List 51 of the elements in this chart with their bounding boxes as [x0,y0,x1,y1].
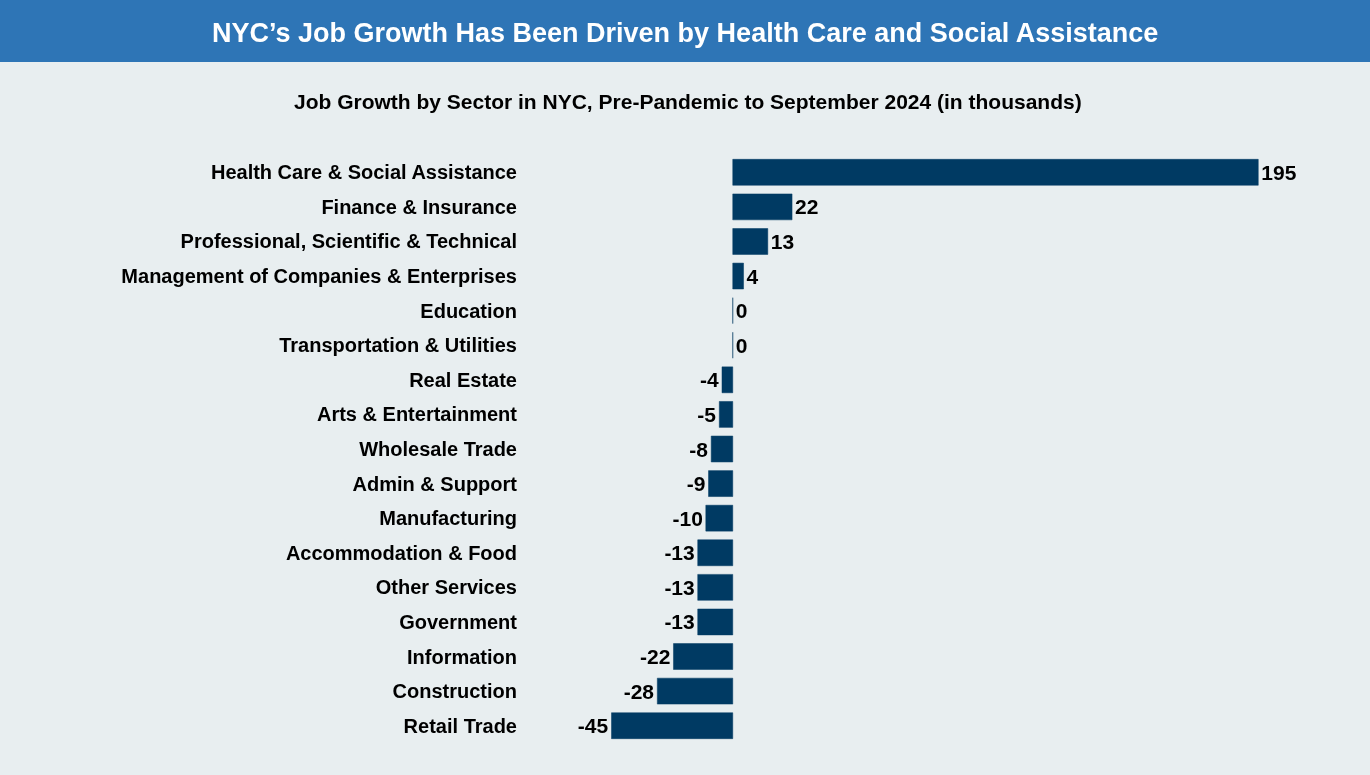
bar [721,366,734,394]
bar [705,504,734,532]
y-tick-label: Government [399,610,518,633]
y-tick-label: Accommodation & Food [285,541,517,564]
y-tick-label: Transportation & Utilities [279,334,517,357]
bar [611,712,734,739]
y-tick-label: Information [407,645,517,668]
data-label: 0 [735,333,748,357]
y-tick-label: Wholesale Trade [359,438,517,460]
bar [657,677,734,705]
data-label: -13 [664,575,695,599]
y-tick-label: Retail Trade [403,714,517,737]
bar [732,262,744,290]
data-label: -10 [672,506,703,530]
y-tick-label: Real Estate [409,368,517,391]
y-tick-label: Admin & Support [352,472,518,495]
y-tick-label: Health Care & Social Assistance [210,161,517,184]
data-label: 0 [735,299,748,323]
bar [719,401,734,428]
data-label: 195 [1261,160,1297,184]
data-label: -8 [689,437,709,461]
y-tick-label: Other Services [375,576,517,599]
bar [732,159,1259,186]
data-label: -5 [697,402,717,426]
data-label: 4 [746,264,759,288]
data-label: -22 [640,645,671,669]
y-tick-label: Professional, Scientific & Technical [180,230,517,253]
chart-subtitle: Job Growth by Sector in NYC, Pre-Pandemic to September 2024 (in thousands) [294,90,1082,113]
data-label: -45 [577,714,609,738]
bar [732,228,769,255]
y-tick-label: Arts & Entertainment [316,403,518,426]
data-label: 22 [795,195,819,219]
bar [697,608,734,636]
bar [673,643,734,670]
data-label: -13 [664,610,695,634]
y-tick-label: Manufacturing [379,507,517,530]
data-label: -28 [623,679,655,703]
chart-title: NYC’s Job Growth Has Been Driven by Health Care and Social Assistance [212,18,1159,48]
data-label: -9 [686,472,706,496]
y-tick-label: Management of Companies & Enterprises [121,265,517,288]
data-label: 13 [770,229,795,253]
data-label: -13 [664,541,695,565]
y-tick-label: Finance & Insurance [321,195,517,218]
bar [697,574,734,601]
bar [710,435,734,463]
bar [697,539,734,566]
bar [732,193,793,221]
data-label: -4 [699,368,719,392]
y-tick-label: Construction [392,680,517,703]
bar [708,470,734,497]
y-tick-label: Education [420,299,517,322]
